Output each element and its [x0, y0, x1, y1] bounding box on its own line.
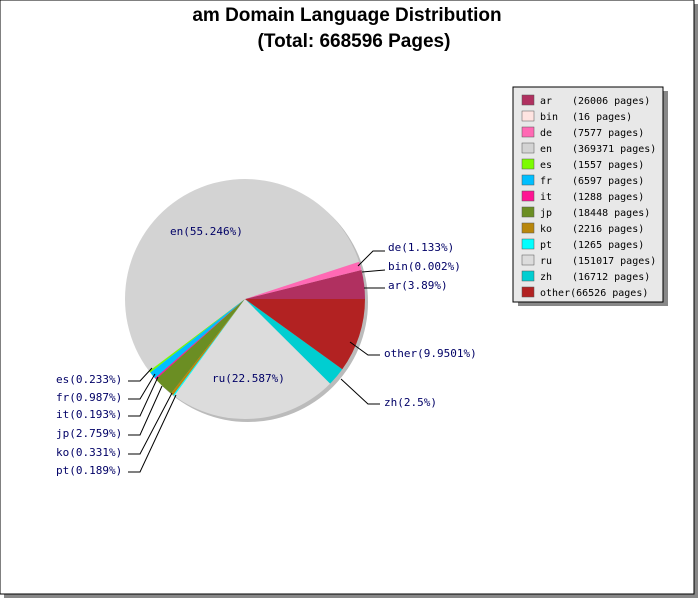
slice-label-ko: ko(0.331%)	[56, 446, 122, 459]
legend-name-ko: ko	[540, 224, 552, 235]
legend-pages-jp: (18448 pages)	[572, 208, 650, 219]
leader-line-fr	[128, 373, 156, 400]
legend-name-en: en	[540, 144, 552, 155]
legend-pages-ru: (151017 pages)	[572, 256, 656, 267]
legend-swatch-other	[521, 286, 535, 298]
leader-line-es	[128, 367, 153, 382]
slice-labels: ar(3.89%) bin(0.002%) de(1.133%) en(55.246%…	[56, 225, 477, 477]
legend-name-fr: fr	[540, 176, 552, 187]
leader-line-ko	[128, 392, 173, 455]
leader-line-de	[357, 250, 385, 267]
legend-pages-zh: (16712 pages)	[572, 272, 650, 283]
slice-label-jp: jp(2.759%)	[56, 427, 122, 440]
leader-line-other	[349, 341, 380, 356]
slice-pt	[173, 299, 245, 396]
legend-pages-bin: (16 pages)	[572, 112, 632, 123]
slice-label-zh: zh(2.5%)	[384, 396, 437, 409]
slice-bin	[245, 269, 362, 299]
slice-label-it: it(0.193%)	[56, 408, 122, 421]
slice-label-ru: ru(22.587%)	[212, 372, 285, 385]
legend-box	[512, 86, 664, 303]
legend-pages-fr: (6597 pages)	[572, 176, 644, 187]
legend-pages-ko: (2216 pages)	[572, 224, 644, 235]
slice-label-pt: pt(0.189%)	[56, 464, 122, 477]
pie-slices	[125, 179, 365, 420]
slice-ar	[245, 269, 365, 299]
leader-line-zh	[340, 378, 380, 405]
slice-de	[245, 261, 362, 299]
slice-zh	[245, 299, 343, 384]
slice-ru	[174, 299, 331, 420]
legend-pages-it: (1288 pages)	[572, 192, 644, 203]
slice-es	[149, 299, 245, 373]
slice-it	[154, 299, 245, 380]
legend-name-ru: ru	[540, 256, 552, 267]
slice-ko	[171, 299, 245, 396]
legend-pages-en: (369371 pages)	[572, 144, 656, 155]
chart-subtitle: (Total: 668596 Pages)	[258, 31, 451, 52]
slice-en	[125, 179, 360, 372]
legend-name-pt: pt	[540, 240, 552, 251]
legend-name-zh: zh	[540, 272, 552, 283]
leader-line-jp	[128, 385, 163, 436]
legend-name-jp: jp	[540, 208, 552, 219]
legend-swatch-ar	[521, 94, 535, 106]
legend-swatch-ko	[521, 222, 535, 234]
slice-label-es: es(0.233%)	[56, 373, 122, 386]
legend-pages-ar: (26006 pages)	[572, 96, 650, 107]
legend-swatch-it	[521, 190, 535, 202]
slice-jp	[155, 299, 245, 394]
leader-line-it	[128, 376, 159, 417]
slice-fr	[150, 299, 245, 379]
legend-pages-de: (7577 pages)	[572, 128, 644, 139]
legend-name-it: it	[540, 192, 552, 203]
slice-label-bin: bin(0.002%)	[388, 260, 461, 273]
slice-label-other: other(9.9501%)	[384, 347, 477, 360]
leader-line-bin	[361, 269, 386, 273]
legend-pages-es: (1557 pages)	[572, 160, 644, 171]
slice-other	[245, 299, 365, 370]
legend-swatch-es	[521, 158, 535, 170]
slice-label-en: en(55.246%)	[170, 225, 243, 238]
legend-name-ar: ar	[540, 96, 552, 107]
legend-swatch-bin	[521, 110, 535, 122]
legend-name-es: es	[540, 160, 552, 171]
slice-label-ar: ar(3.89%)	[388, 279, 448, 292]
legend-pages-pt: (1265 pages)	[572, 240, 644, 251]
legend-swatch-zh	[521, 270, 535, 282]
slice-label-fr: fr(0.987%)	[56, 391, 122, 404]
slice-label-de: de(1.133%)	[388, 241, 454, 254]
leader-line-pt	[128, 394, 177, 473]
legend-name-de: de	[540, 128, 552, 139]
legend-swatch-jp	[521, 206, 535, 218]
legend: ar (26006 pages) bin (16 pages) de (7577 page…	[512, 86, 668, 306]
legend-name-bin: bin	[540, 112, 558, 123]
legend-swatch-en	[521, 142, 535, 154]
legend-swatch-de	[521, 126, 535, 138]
legend-swatch-fr	[521, 174, 535, 186]
legend-swatch-pt	[521, 238, 535, 250]
chart-title: am Domain Language Distribution	[192, 5, 501, 26]
legend-swatch-ru	[521, 254, 535, 266]
legend-label-other: other(66526 pages)	[540, 288, 648, 299]
